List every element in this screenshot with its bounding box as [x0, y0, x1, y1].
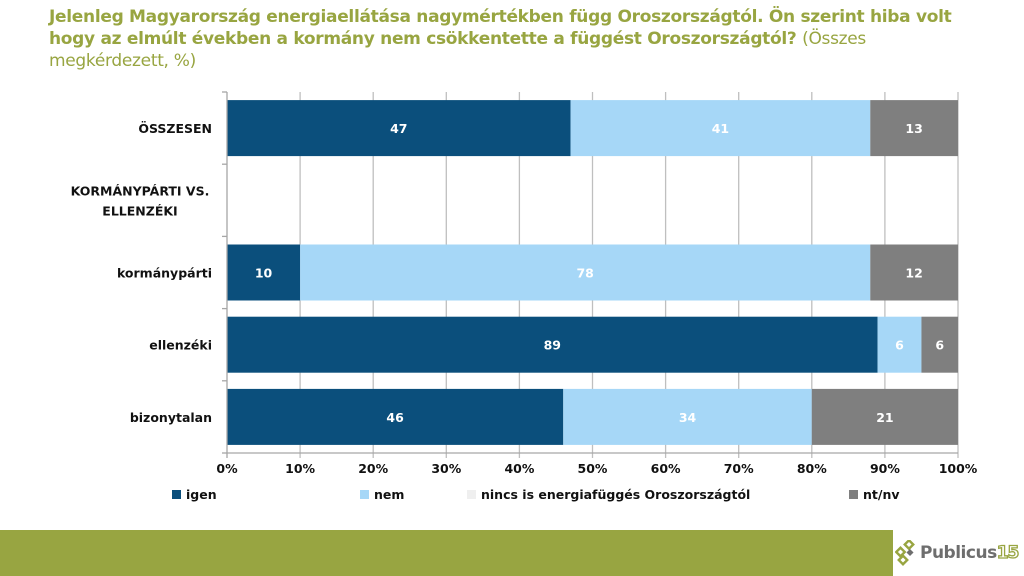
legend-item-ntnv: nt/nv [849, 487, 900, 502]
data-labels: 47 41 13 10 78 12 89 6 6 46 34 21 [255, 121, 945, 425]
bar-ntnv [921, 316, 958, 373]
data-label-nem: 41 [712, 121, 729, 136]
diamond-logo-icon [895, 540, 915, 566]
data-label-ntnv: 12 [905, 266, 922, 281]
bar-igen [227, 100, 571, 157]
publicus-logo: Publicus 15 [895, 538, 1020, 568]
legend-item-nem: nem [360, 487, 404, 502]
category-label: KORMÁNYPÁRTI VS. [71, 183, 210, 198]
data-label-igen: 89 [544, 338, 561, 353]
data-label-nem: 78 [576, 266, 593, 281]
legend-label: nt/nv [863, 487, 900, 502]
data-label-ntnv: 6 [935, 338, 944, 353]
x-tick-label: 50% [578, 461, 608, 476]
data-label-igen: 10 [255, 266, 273, 281]
x-tick-label: 80% [797, 461, 827, 476]
logo-number: 15 [996, 542, 1020, 563]
bar-igen [227, 388, 564, 445]
legend-label: igen [186, 487, 217, 502]
data-label-igen: 46 [386, 410, 404, 425]
legend-label: nem [374, 487, 405, 502]
legend-swatch-nincs [467, 490, 476, 499]
x-tick-labels: 0% 10% 20% 30% 40% 50% 60% 70% 80% 90% 100% [216, 461, 977, 476]
x-tick-label: 90% [870, 461, 900, 476]
category-label: ÖSSZESEN [138, 121, 212, 136]
bars [227, 100, 958, 445]
data-label-igen: 47 [390, 121, 407, 136]
x-tick-label: 100% [939, 461, 978, 476]
chart-title: Jelenleg Magyarország energiaellátása na… [49, 6, 989, 72]
x-tick-label: 20% [358, 461, 388, 476]
bar-igen [227, 316, 878, 373]
category-labels: ÖSSZESEN KORMÁNYPÁRTI VS. ELLENZÉKI kormány… [71, 121, 212, 425]
x-tick-label: 0% [216, 461, 238, 476]
bar-nem [570, 100, 871, 157]
legend-swatch-igen [172, 490, 181, 499]
legend: igen nem nincs is energiafüggés Oroszorszá… [0, 487, 1024, 507]
chart-title-main: Jelenleg Magyarország energiaellátása na… [49, 7, 952, 49]
category-label: ELLENZÉKI [102, 203, 177, 218]
x-tick-label: 40% [504, 461, 534, 476]
bar-nem [563, 388, 812, 445]
bar-ntnv [870, 100, 958, 157]
legend-label: nincs is energiafüggés Oroszországtól [481, 487, 751, 502]
x-tick-label: 30% [431, 461, 461, 476]
x-tick-label: 60% [651, 461, 681, 476]
footer-band [0, 530, 893, 576]
x-tick-label: 70% [724, 461, 754, 476]
bar-nem [300, 244, 871, 301]
data-label-ntnv: 21 [876, 410, 893, 425]
category-label: kormánypárti [117, 266, 212, 281]
data-label-ntnv: 13 [905, 121, 922, 136]
bar-ntnv [811, 388, 958, 445]
bar-ntnv [870, 244, 958, 301]
bar-igen [227, 244, 301, 301]
category-label: ellenzéki [149, 338, 212, 353]
legend-item-igen: igen [172, 487, 217, 502]
legend-item-nincs: nincs is energiafüggés Oroszországtól [467, 487, 750, 502]
category-label: bizonytalan [130, 410, 212, 425]
legend-swatch-nem [360, 490, 369, 499]
stacked-bar-chart: ÖSSZESEN KORMÁNYPÁRTI VS. ELLENZÉKI kormány… [71, 91, 978, 476]
bar-nem [877, 316, 922, 373]
x-tick-label: 10% [285, 461, 315, 476]
data-label-nem: 34 [679, 410, 697, 425]
logo-text: Publicus [920, 543, 997, 563]
data-label-nem: 6 [895, 338, 904, 353]
axes [222, 91, 958, 458]
legend-swatch-ntnv [849, 490, 858, 499]
chart-title-sub: (Összes megkérdezett, %) [49, 29, 866, 71]
